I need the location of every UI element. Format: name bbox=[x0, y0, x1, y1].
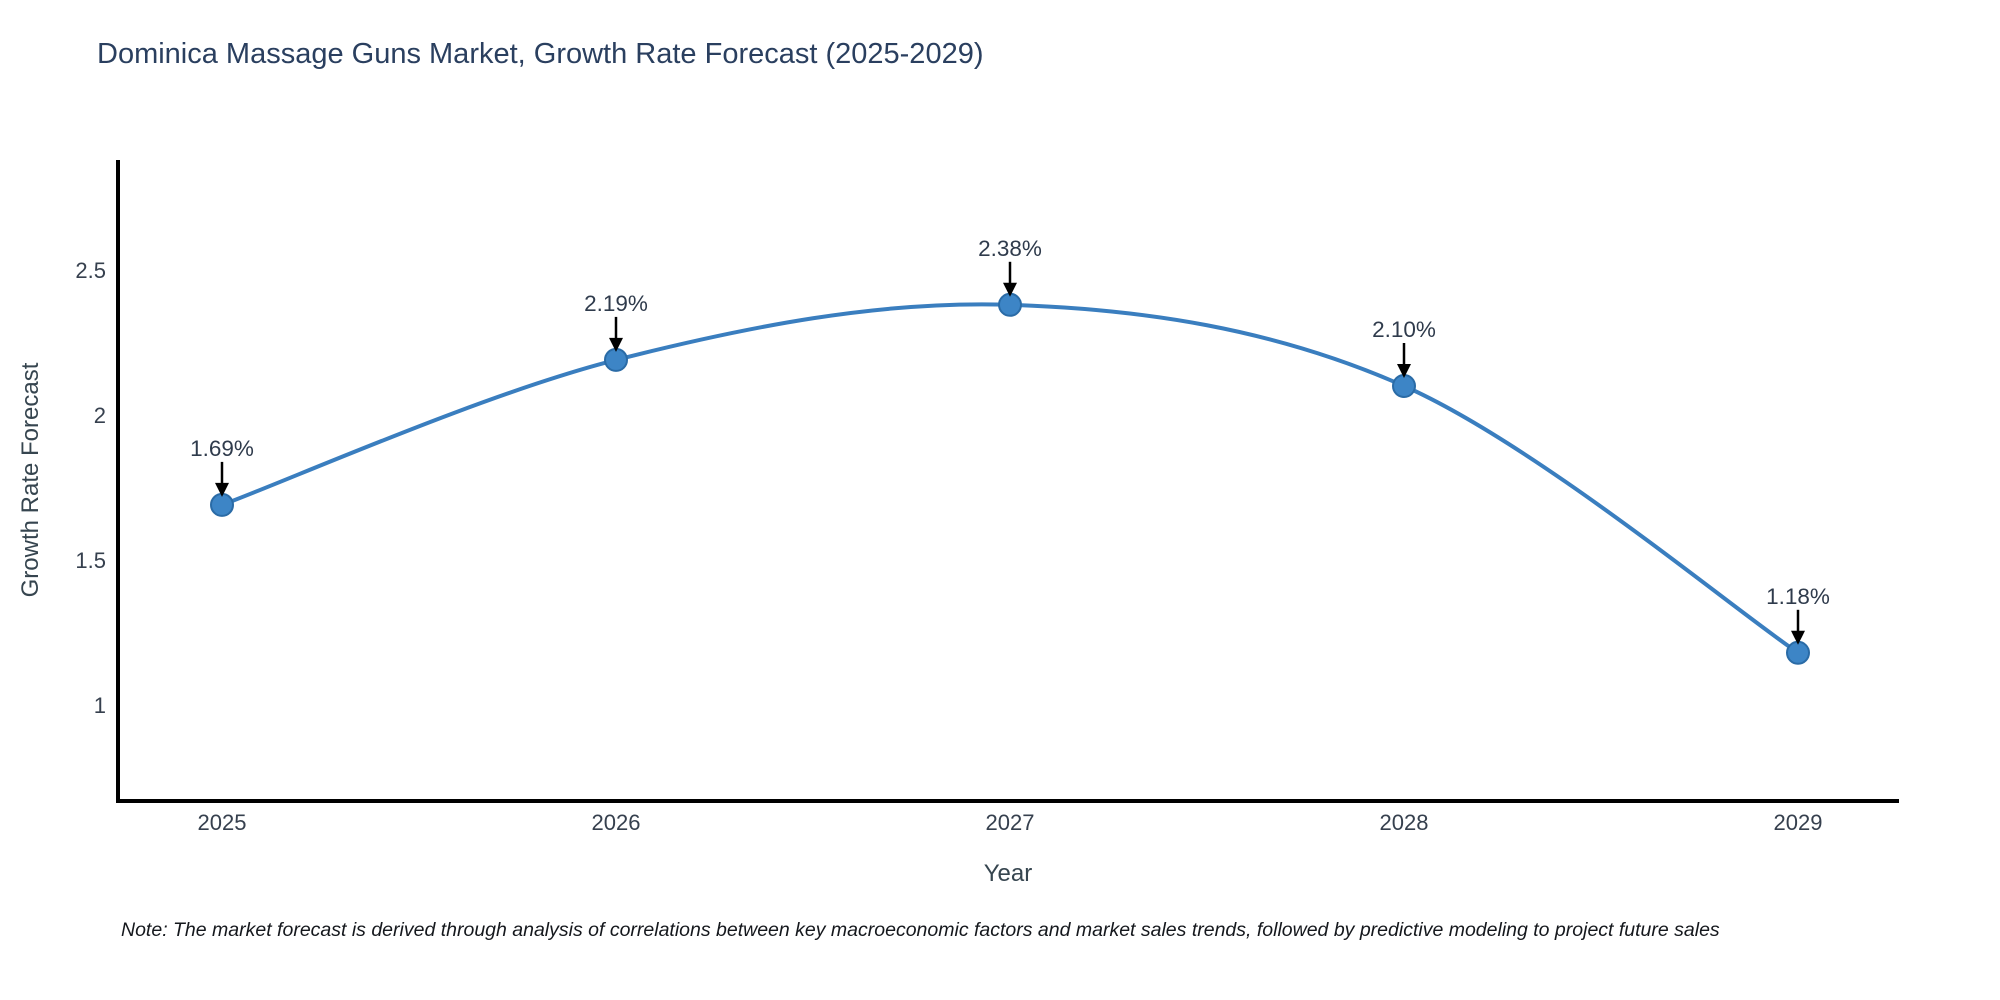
data-point-label: 1.69% bbox=[190, 436, 254, 461]
data-point-2027 bbox=[998, 292, 1022, 317]
x-tick-label: 2027 bbox=[986, 810, 1035, 835]
x-tick-label: 2026 bbox=[592, 810, 641, 835]
annotation-arrow-head bbox=[1397, 364, 1411, 378]
x-axis-title: Year bbox=[984, 860, 1033, 887]
axis-spines bbox=[116, 160, 1899, 803]
x-tick-label: 2029 bbox=[1774, 810, 1823, 835]
y-tick-label: 1.5 bbox=[75, 548, 106, 573]
x-tick-label: 2025 bbox=[198, 810, 247, 835]
y-tick-label: 2 bbox=[94, 403, 106, 428]
y-axis-title: Growth Rate Forecast bbox=[17, 362, 44, 597]
y-tick-label: 2.5 bbox=[75, 258, 106, 283]
data-point-2029 bbox=[1786, 640, 1810, 665]
data-point-2028 bbox=[1392, 374, 1416, 398]
annotation-arrow-head bbox=[215, 482, 229, 497]
data-point-label: 2.10% bbox=[1372, 317, 1436, 342]
annotation-arrow-head bbox=[1791, 630, 1805, 645]
x-tick-label: 2028 bbox=[1380, 810, 1429, 835]
data-point-label: 2.38% bbox=[978, 236, 1042, 261]
data-point-label: 2.19% bbox=[584, 291, 648, 316]
annotation-arrow-head bbox=[609, 337, 623, 352]
data-point-2025 bbox=[210, 492, 234, 517]
y-tick-label: 1 bbox=[94, 693, 106, 718]
trend-line bbox=[220, 302, 1800, 655]
data-point-2026 bbox=[604, 347, 628, 372]
chart-title: Dominica Massage Guns Market, Growth Rat… bbox=[97, 38, 984, 70]
footnote: Note: The market forecast is derived thr… bbox=[121, 919, 1720, 941]
data-point-label: 1.18% bbox=[1766, 584, 1830, 609]
annotation-arrow-head bbox=[1003, 282, 1017, 297]
